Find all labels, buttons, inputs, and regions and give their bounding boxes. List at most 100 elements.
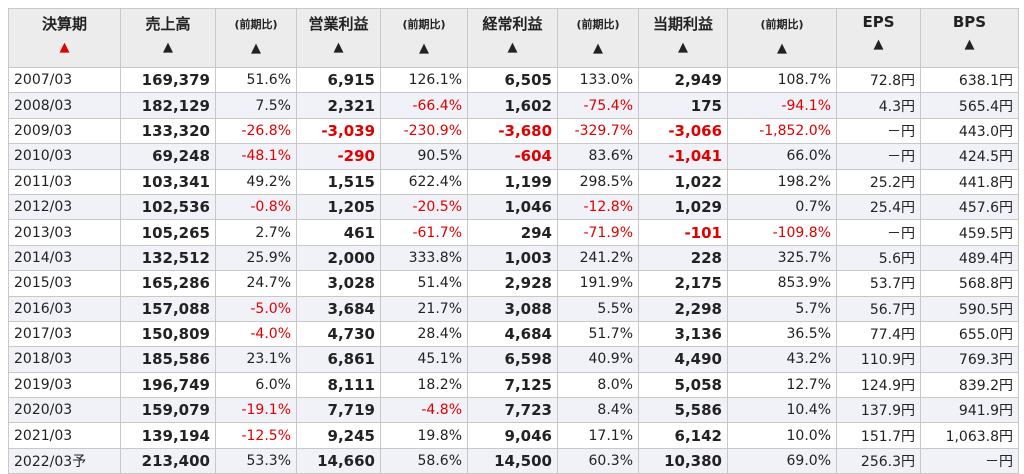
- value-cell: 853.9%: [727, 270, 837, 297]
- value-cell: 126.1%: [380, 66, 468, 94]
- value-cell: -75.4%: [557, 92, 639, 119]
- value-cell: 25.4円: [836, 193, 921, 221]
- period-cell: 2021/03: [8, 422, 121, 449]
- column-header[interactable]: 売上高 ▲: [120, 8, 216, 68]
- value-cell: 10,380: [638, 447, 728, 474]
- header-label: 決算期: [41, 15, 87, 33]
- value-cell: 590.5円: [920, 295, 1019, 322]
- value-cell: 655.0円: [920, 320, 1019, 348]
- value-cell: 769.3円: [920, 346, 1019, 373]
- table-row: 2013/03 105,265 2.7% 461 -61.7% 294 -71.9% -101…: [8, 219, 1019, 246]
- value-cell: 21.7%: [380, 295, 468, 322]
- value-cell: 49.2%: [215, 168, 297, 195]
- value-cell: 43.2%: [727, 346, 837, 373]
- value-cell: 1,003: [467, 244, 558, 272]
- value-cell: 133,320: [120, 117, 216, 145]
- header-label: 経常利益: [482, 15, 543, 33]
- period-cell: 2017/03: [8, 320, 121, 348]
- value-cell: 19.8%: [380, 422, 468, 449]
- value-cell: 459.5円: [920, 219, 1019, 246]
- table-body: 2007/03 169,379 51.6% 6,915 126.1% 6,505 133.0…: [8, 66, 1019, 474]
- column-header[interactable]: BPS ▲: [920, 8, 1019, 68]
- value-cell: -604: [467, 143, 558, 170]
- value-cell: 198.2%: [727, 168, 837, 195]
- value-cell: 1,022: [638, 168, 728, 195]
- column-header[interactable]: (前期比) ▲: [215, 8, 297, 68]
- table-row: 2020/03 159,079 -19.1% 7,719 -4.8% 7,723 8.4% 5…: [8, 397, 1019, 424]
- column-header[interactable]: (前期比) ▲: [727, 8, 837, 68]
- header-label: 売上高: [145, 15, 191, 33]
- value-cell: 56.7円: [836, 295, 921, 322]
- value-cell: 191.9%: [557, 270, 639, 297]
- value-cell: 1,602: [467, 92, 558, 119]
- sort-arrow[interactable]: ▲: [59, 40, 70, 55]
- column-header[interactable]: 決算期 ▲: [8, 8, 121, 68]
- sort-arrow[interactable]: ▲: [873, 37, 884, 52]
- value-cell: 1,515: [296, 168, 381, 195]
- header-label: BPS: [952, 13, 987, 31]
- value-cell: 12.7%: [727, 371, 837, 399]
- column-header[interactable]: 当期利益 ▲: [638, 8, 728, 68]
- value-cell: 228: [638, 244, 728, 272]
- value-cell: -12.5%: [215, 422, 297, 449]
- sort-arrow[interactable]: ▲: [777, 41, 787, 56]
- sort-arrow[interactable]: ▲: [333, 40, 344, 55]
- value-cell: 14,660: [296, 447, 381, 474]
- value-cell: -1,041: [638, 143, 728, 170]
- value-cell: 622.4%: [380, 168, 468, 195]
- sort-arrow[interactable]: ▲: [419, 41, 429, 56]
- value-cell: 23.1%: [215, 346, 297, 373]
- table-row: 2021/03 139,194 -12.5% 9,245 19.8% 9,046 17.1%…: [8, 422, 1019, 449]
- value-cell: 2,321: [296, 92, 381, 119]
- sort-arrow[interactable]: ▲: [251, 41, 261, 56]
- period-cell: 2013/03: [8, 219, 121, 246]
- sort-arrow[interactable]: ▲: [507, 40, 518, 55]
- value-cell: 103,341: [120, 168, 216, 195]
- table-row: 2010/03 69,248 -48.1% -290 90.5% -604 83.6% -1,…: [8, 143, 1019, 170]
- value-cell: 5.6円: [836, 244, 921, 272]
- table-row: 2007/03 169,379 51.6% 6,915 126.1% 6,505 133.0…: [8, 66, 1019, 94]
- column-header[interactable]: 経常利益 ▲: [467, 8, 558, 68]
- value-cell: 169,379: [120, 66, 216, 94]
- value-cell: 110.9円: [836, 346, 921, 373]
- value-cell: -230.9%: [380, 117, 468, 145]
- value-cell: 441.8円: [920, 168, 1019, 195]
- value-cell: -4.8%: [380, 397, 468, 424]
- value-cell: 105,265: [120, 219, 216, 246]
- value-cell: -19.1%: [215, 397, 297, 424]
- value-cell: 14,500: [467, 447, 558, 474]
- value-cell: 2,949: [638, 66, 728, 94]
- value-cell: 102,536: [120, 193, 216, 221]
- period-cell: 2019/03: [8, 371, 121, 399]
- table-row: 2017/03 150,809 -4.0% 4,730 28.4% 4,684 51.7% 3…: [8, 320, 1019, 348]
- value-cell: -61.7%: [380, 219, 468, 246]
- value-cell: 461: [296, 219, 381, 246]
- column-header[interactable]: (前期比) ▲: [380, 8, 468, 68]
- value-cell: 185,586: [120, 346, 216, 373]
- value-cell: 8.0%: [557, 371, 639, 399]
- sort-arrow[interactable]: ▲: [163, 40, 173, 55]
- period-cell: 2015/03: [8, 270, 121, 297]
- value-cell: -109.8%: [727, 219, 837, 246]
- period-cell: 2007/03: [8, 66, 121, 94]
- column-header[interactable]: EPS ▲: [836, 8, 921, 68]
- column-header[interactable]: (前期比) ▲: [557, 8, 639, 68]
- value-cell: 51.7%: [557, 320, 639, 348]
- value-cell: 6,142: [638, 422, 728, 449]
- value-cell: -20.5%: [380, 193, 468, 221]
- sort-arrow[interactable]: ▲: [678, 40, 688, 55]
- value-cell: 83.6%: [557, 143, 639, 170]
- value-cell: 10.0%: [727, 422, 837, 449]
- value-cell: 298.5%: [557, 168, 639, 195]
- value-cell: 839.2円: [920, 371, 1019, 399]
- sort-arrow[interactable]: ▲: [964, 37, 975, 52]
- value-cell: 8,111: [296, 371, 381, 399]
- table-row: 2011/03 103,341 49.2% 1,515 622.4% 1,199 298.5…: [8, 168, 1019, 195]
- value-cell: 1,046: [467, 193, 558, 221]
- sort-arrow[interactable]: ▲: [593, 41, 603, 56]
- value-cell: 137.9円: [836, 397, 921, 424]
- value-cell: -3,680: [467, 117, 558, 145]
- value-cell: 9,245: [296, 422, 381, 449]
- column-header[interactable]: 営業利益 ▲: [296, 8, 381, 68]
- value-cell: 1,063.8円: [920, 422, 1019, 449]
